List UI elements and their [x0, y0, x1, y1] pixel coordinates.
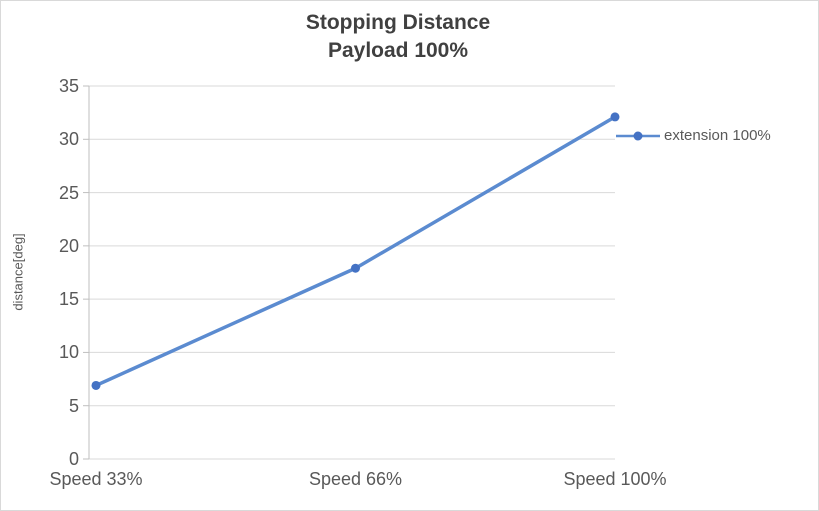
chart-subtitle: Payload 100% [327, 39, 469, 62]
y-tick-label: 25 [58, 182, 79, 203]
x-tick-label: Speed 100% [563, 469, 667, 489]
legend-label: extension 100% [664, 127, 771, 144]
series-line [94, 115, 617, 388]
data-point-marker [610, 112, 620, 122]
y-tick-label: 10 [58, 342, 79, 363]
x-tick-label: Speed 66% [308, 469, 403, 489]
x-tick-label: Speed 33% [49, 469, 143, 489]
y-tick-label: 35 [58, 76, 79, 96]
y-tick-label: 30 [58, 129, 79, 150]
y-tick-label: 5 [68, 395, 79, 416]
chart-title: Stopping Distance [305, 11, 491, 34]
legend: extension 100% [616, 127, 771, 144]
data-point-marker [91, 380, 101, 390]
y-tick-label: 20 [58, 235, 79, 256]
legend-line-marker-icon [616, 131, 660, 140]
data-point-marker [351, 263, 360, 273]
y-tick-label: 0 [68, 449, 79, 469]
y-tick-label: 15 [58, 289, 79, 310]
